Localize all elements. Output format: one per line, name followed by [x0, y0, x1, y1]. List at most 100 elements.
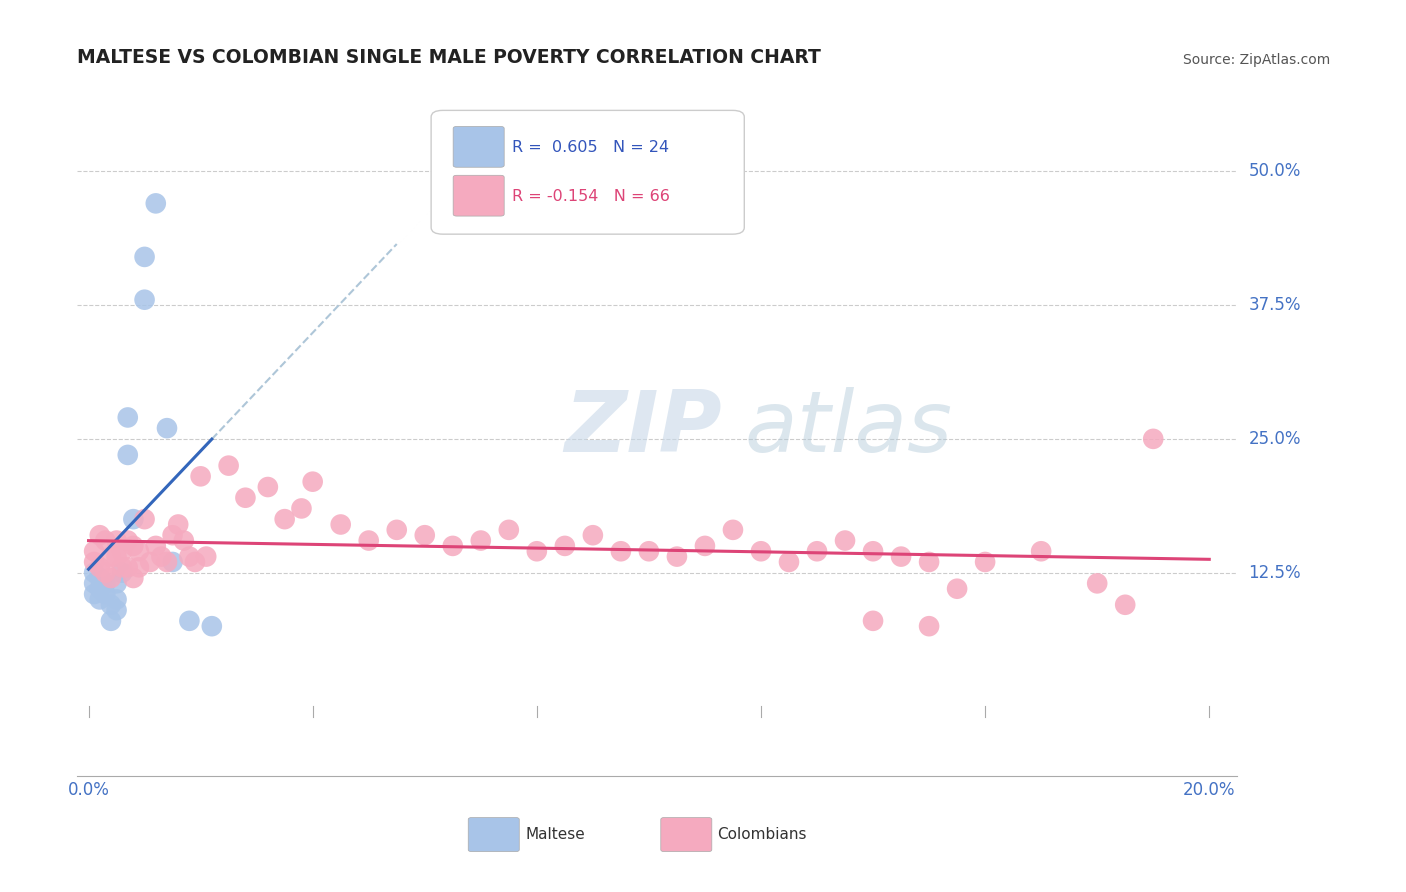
Point — [721, 523, 744, 537]
Point — [111, 566, 134, 580]
Point — [498, 523, 520, 537]
Point — [665, 549, 688, 564]
Point — [301, 475, 323, 489]
Point — [162, 528, 184, 542]
Point — [134, 250, 156, 264]
Text: ZIP: ZIP — [565, 386, 723, 470]
Point — [83, 576, 105, 591]
Point — [974, 555, 997, 569]
Point — [94, 576, 117, 591]
Point — [201, 619, 224, 633]
Point — [1142, 432, 1164, 446]
Point — [89, 571, 111, 585]
Point — [105, 576, 128, 591]
Point — [94, 587, 117, 601]
Point — [122, 512, 145, 526]
Text: Colombians: Colombians — [717, 828, 807, 842]
Point — [693, 539, 716, 553]
Point — [100, 549, 122, 564]
Point — [357, 533, 380, 548]
Point — [195, 549, 218, 564]
Point — [105, 603, 128, 617]
Text: Source: ZipAtlas.com: Source: ZipAtlas.com — [1182, 53, 1330, 67]
Text: 12.5%: 12.5% — [1249, 564, 1301, 582]
Point — [918, 555, 941, 569]
Text: 50.0%: 50.0% — [1249, 162, 1301, 180]
Point — [385, 523, 408, 537]
Point — [749, 544, 772, 558]
Point — [156, 555, 179, 569]
Point — [105, 549, 128, 564]
Point — [834, 533, 856, 548]
Point — [89, 582, 111, 596]
Point — [610, 544, 633, 558]
Text: 37.5%: 37.5% — [1249, 296, 1301, 314]
Point — [117, 410, 139, 425]
Point — [134, 512, 156, 526]
Point — [139, 555, 162, 569]
Point — [150, 549, 173, 564]
Point — [111, 560, 134, 574]
Point — [94, 533, 117, 548]
Text: Maltese: Maltese — [524, 828, 585, 842]
Point — [128, 544, 150, 558]
Point — [918, 619, 941, 633]
Point — [946, 582, 969, 596]
Point — [862, 614, 884, 628]
Point — [117, 560, 139, 574]
Point — [167, 517, 190, 532]
Point — [862, 544, 884, 558]
Point — [83, 566, 105, 580]
FancyBboxPatch shape — [453, 175, 505, 216]
Point — [1031, 544, 1053, 558]
Point — [173, 533, 195, 548]
Point — [526, 544, 548, 558]
Text: R =  0.605   N = 24: R = 0.605 N = 24 — [512, 140, 669, 154]
Text: R = -0.154   N = 66: R = -0.154 N = 66 — [512, 188, 671, 203]
Point — [83, 555, 105, 569]
Point — [218, 458, 240, 473]
Point — [890, 549, 912, 564]
Point — [190, 469, 212, 483]
Text: atlas: atlas — [744, 386, 952, 470]
Point — [235, 491, 257, 505]
Text: MALTESE VS COLOMBIAN SINGLE MALE POVERTY CORRELATION CHART: MALTESE VS COLOMBIAN SINGLE MALE POVERTY… — [77, 48, 821, 67]
Point — [83, 544, 105, 558]
Point — [122, 539, 145, 553]
FancyBboxPatch shape — [468, 817, 519, 852]
Text: 20.0%: 20.0% — [1182, 781, 1236, 799]
Point — [83, 587, 105, 601]
Text: 25.0%: 25.0% — [1249, 430, 1301, 448]
Point — [145, 539, 167, 553]
Point — [441, 539, 464, 553]
Point — [290, 501, 312, 516]
FancyBboxPatch shape — [432, 111, 744, 234]
Point — [257, 480, 280, 494]
Point — [89, 528, 111, 542]
Point — [100, 614, 122, 628]
Point — [134, 293, 156, 307]
Point — [806, 544, 828, 558]
Point — [413, 528, 436, 542]
Point — [128, 560, 150, 574]
Text: 0.0%: 0.0% — [67, 781, 110, 799]
Point — [117, 448, 139, 462]
Point — [117, 533, 139, 548]
Point — [179, 614, 201, 628]
Point — [470, 533, 492, 548]
Point — [184, 555, 207, 569]
Point — [778, 555, 800, 569]
Point — [1114, 598, 1136, 612]
Point — [554, 539, 576, 553]
Point — [122, 571, 145, 585]
Point — [105, 533, 128, 548]
Point — [94, 566, 117, 580]
FancyBboxPatch shape — [661, 817, 711, 852]
Point — [582, 528, 605, 542]
Point — [105, 592, 128, 607]
Point — [1085, 576, 1108, 591]
Point — [111, 544, 134, 558]
Point — [89, 560, 111, 574]
Point — [329, 517, 352, 532]
Point — [89, 592, 111, 607]
